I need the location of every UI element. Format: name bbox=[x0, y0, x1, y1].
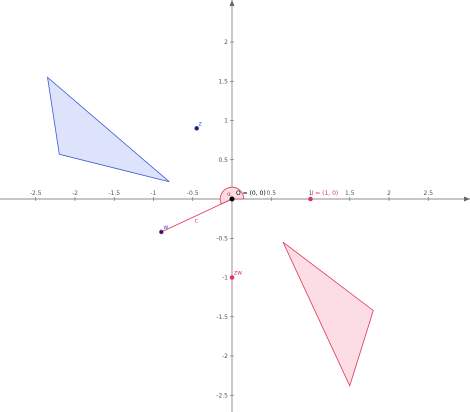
y-tick-label: 1.5 bbox=[218, 78, 228, 85]
x-tick-label: 2.5 bbox=[423, 190, 433, 197]
point-zw[interactable] bbox=[229, 275, 235, 280]
origin-label: O = (0, 0) bbox=[236, 190, 266, 197]
segment-c-label: c bbox=[195, 217, 198, 224]
y-tick-label: -1 bbox=[222, 275, 228, 282]
x-axis-arrow-icon bbox=[464, 196, 470, 202]
point-z-label: z bbox=[199, 120, 202, 127]
x-tick-label: -1 bbox=[151, 190, 157, 197]
x-tick-label: -2 bbox=[72, 190, 78, 197]
red-triangle[interactable] bbox=[282, 241, 374, 387]
y-axis-ticks: 2 1.5 1 0.5 -0.5 -1 -1.5 -2 -2.5 bbox=[216, 39, 234, 399]
y-tick-label: 1 bbox=[224, 118, 228, 125]
y-tick-label: -1.5 bbox=[216, 314, 228, 321]
point-w-label: w bbox=[163, 224, 168, 231]
angle-alpha-arc[interactable] bbox=[219, 186, 245, 205]
x-tick-label: -1.5 bbox=[108, 190, 120, 197]
y-tick-label: 0.5 bbox=[218, 157, 228, 164]
y-tick-label: -2.5 bbox=[216, 392, 228, 399]
point-I[interactable] bbox=[308, 196, 313, 202]
point-I-label: I = (1, 0) bbox=[312, 190, 339, 197]
y-tick-label: -0.5 bbox=[216, 235, 228, 242]
angle-alpha-label: α bbox=[227, 191, 231, 198]
x-tick-label: 1.5 bbox=[345, 190, 355, 197]
x-tick-label: 0.5 bbox=[266, 190, 276, 197]
x-tick-label: 1 bbox=[309, 190, 313, 197]
segment-c[interactable] bbox=[161, 198, 233, 233]
y-tick-label: 2 bbox=[224, 39, 228, 46]
x-tick-label: -0.5 bbox=[187, 190, 199, 197]
blue-triangle[interactable] bbox=[46, 76, 170, 183]
y-axis-arrow-icon bbox=[229, 0, 235, 6]
x-tick-label: -2.5 bbox=[30, 190, 42, 197]
x-tick-label: 2 bbox=[387, 190, 391, 197]
y-tick-label: -2 bbox=[222, 353, 228, 360]
point-w[interactable] bbox=[159, 229, 164, 235]
point-z[interactable] bbox=[194, 126, 199, 131]
point-origin[interactable] bbox=[229, 196, 235, 202]
point-zw-label: zw bbox=[234, 270, 242, 277]
x-axis-ticks: -2.5 -2 -1.5 -1 -0.5 0.5 1 1.5 2 2.5 bbox=[30, 190, 433, 201]
